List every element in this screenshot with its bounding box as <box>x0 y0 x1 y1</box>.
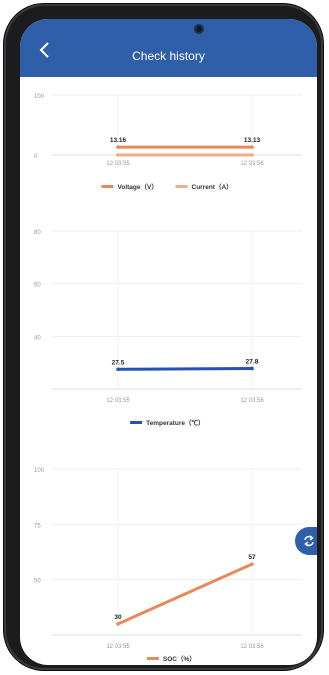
legend-swatch <box>146 657 159 660</box>
swap-icon <box>304 535 314 547</box>
x-tick-label: 12 03:55 <box>106 644 130 650</box>
y-tick-label: 100 <box>34 468 45 474</box>
data-label: 27.5 <box>112 359 125 366</box>
switch-view-button[interactable] <box>295 527 317 555</box>
data-label: 13.16 <box>110 137 127 144</box>
page-title: Check history <box>132 49 205 63</box>
series-line <box>117 562 253 626</box>
x-tick-label: 12 03:55 <box>106 398 130 404</box>
y-tick-label: 50 <box>34 579 41 585</box>
data-label: 30 <box>114 614 122 621</box>
camera-icon <box>194 24 204 34</box>
x-tick-label: 12 03:56 <box>240 644 264 650</box>
legend-swatch <box>175 185 188 188</box>
data-label: 13.13 <box>244 137 261 144</box>
y-tick-label: 75 <box>34 523 41 529</box>
data-point <box>116 622 120 626</box>
legend-label: Voltage（V） <box>118 183 158 191</box>
voltage-current-chart: 0 100 12 03:55 12 03:56 13.16 13.13 Voltage（V）… <box>20 81 317 203</box>
y-tick-label: 60 <box>34 283 41 289</box>
y-tick-label: 80 <box>34 230 41 236</box>
legend-label: SOC（%） <box>163 655 196 663</box>
back-button[interactable] <box>34 39 56 61</box>
x-tick-label: 12 03:56 <box>240 161 264 167</box>
data-label: 57 <box>248 554 256 561</box>
data-point <box>116 145 120 149</box>
temperature-chart: 40 60 80 12 03:55 12 03:56 27.5 27.8 Temperatur… <box>20 211 317 433</box>
chevron-left-icon <box>39 42 49 58</box>
y-tick-label: 100 <box>34 94 45 100</box>
phone-frame: Check history 0 100 12 03:55 12 03:56 13.16 1… <box>4 4 323 670</box>
legend-label: Temperature（℃） <box>146 419 204 427</box>
data-point <box>116 367 120 372</box>
x-tick-label: 12 03:55 <box>106 161 130 167</box>
data-point <box>250 145 254 149</box>
data-point <box>250 562 254 566</box>
data-point <box>116 153 120 157</box>
x-tick-label: 12 03:56 <box>240 398 264 404</box>
phone-screen: Check history 0 100 12 03:55 12 03:56 13.16 1… <box>20 19 317 665</box>
legend-swatch <box>101 185 114 188</box>
app-header: Check history <box>20 19 317 77</box>
series-line <box>117 366 253 371</box>
y-tick-label: 0 <box>34 154 38 160</box>
data-point <box>250 366 254 371</box>
legend-label: Current（A） <box>192 183 233 191</box>
legend-swatch <box>130 421 143 424</box>
soc-chart: 50 75 100 12 03:55 12 03:56 30 57 SOC（%） <box>20 449 317 665</box>
data-label: 27.8 <box>246 358 259 365</box>
data-point <box>250 153 254 157</box>
y-tick-label: 40 <box>34 335 41 341</box>
